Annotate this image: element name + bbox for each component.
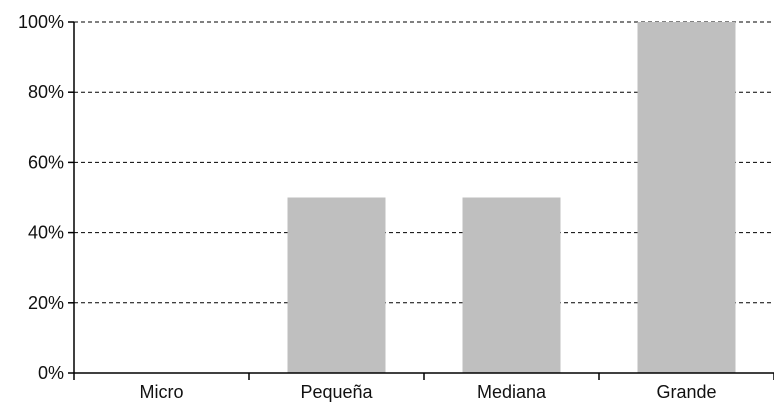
tick-labels: 0% 20% 40% 60% 80% 100% Micro Pequeña Mediana Gra… <box>18 12 717 402</box>
axes <box>68 21 774 380</box>
bar-grande <box>637 22 736 373</box>
x-tick-label: Mediana <box>477 382 547 402</box>
y-tick-label: 20% <box>28 293 64 313</box>
y-tick-label: 100% <box>18 12 64 32</box>
bar-pequeña <box>287 197 386 373</box>
x-tick-label: Pequeña <box>300 382 373 402</box>
x-tick-label: Grande <box>656 382 716 402</box>
y-tick-label: 0% <box>38 363 64 383</box>
y-tick-label: 40% <box>28 223 64 243</box>
bar-mediana <box>462 197 561 373</box>
x-tick-label: Micro <box>140 382 184 402</box>
bars <box>287 22 736 373</box>
y-tick-label: 80% <box>28 82 64 102</box>
y-tick-label: 60% <box>28 152 64 172</box>
